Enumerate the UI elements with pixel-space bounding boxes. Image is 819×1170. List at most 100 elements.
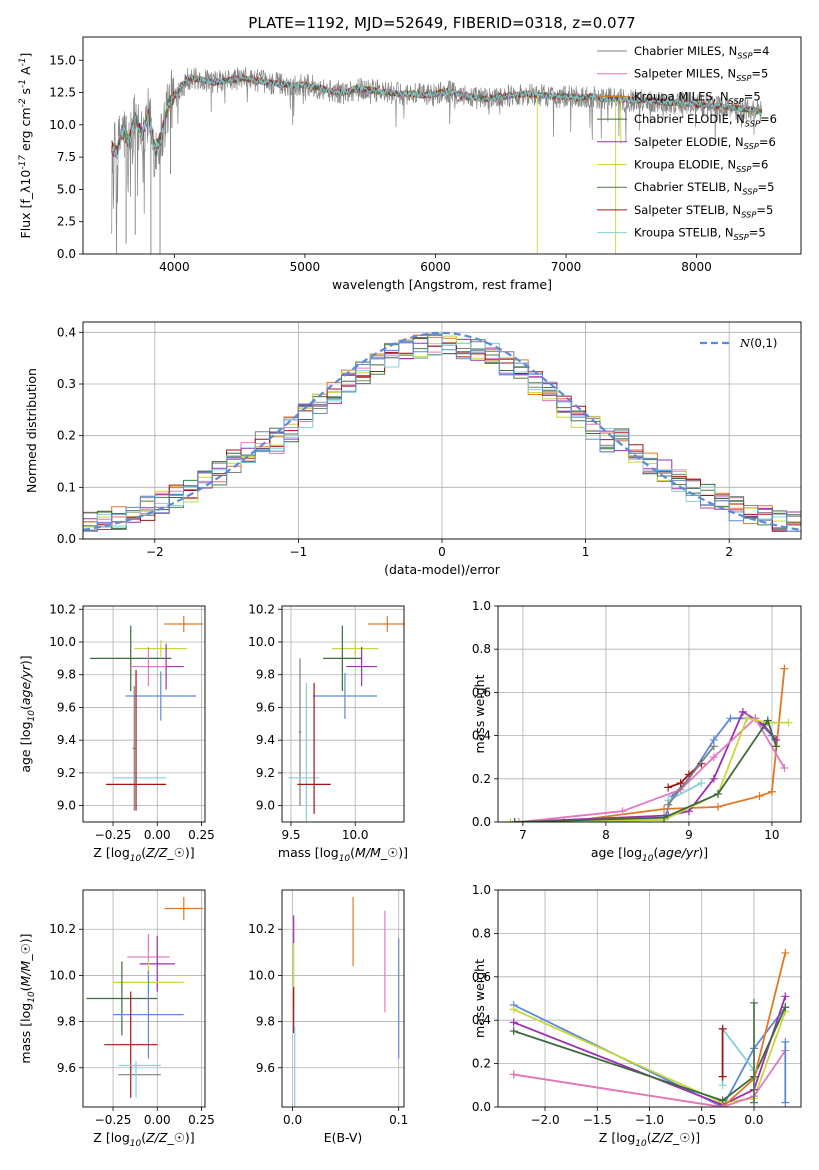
x-axis-label: E(B-V) <box>324 1130 363 1145</box>
chart-mass_vs_EBV: 0.0 0.1 9.6 9.8 10.0 10.2 E(B-V) <box>248 889 408 1145</box>
legend: N(0,1) <box>700 336 777 350</box>
x-tick-label: 0.00 <box>144 828 171 842</box>
series-marker <box>780 664 789 673</box>
y-tick-label: 0.0 <box>472 815 491 829</box>
x-tick-label: 4000 <box>159 260 190 274</box>
errorbar-point <box>130 646 167 687</box>
x-tick-label: −1.0 <box>635 1113 664 1127</box>
legend-entry: N(0,1) <box>739 336 777 350</box>
x-tick-label: −1 <box>290 545 308 559</box>
y-axis-label: Flux [f_λ10-17​ erg cm-2​ s-1​ A-1​] <box>18 53 33 239</box>
series-marker <box>509 1018 518 1027</box>
errorbar-point <box>346 646 378 687</box>
x-axis-label: Z [log10​(Z/Z_☉)] <box>93 845 194 864</box>
series-marker <box>781 992 790 1001</box>
x-tick-label: −2.0 <box>530 1113 559 1127</box>
series-model-1 <box>514 714 789 822</box>
plot-area <box>288 615 404 822</box>
x-axis-label: age [log10​(age/yr)] <box>591 845 708 864</box>
x-tick-label: 0.00 <box>144 1113 171 1127</box>
y-tick-label: 9.8 <box>256 668 275 682</box>
normal-curve <box>83 331 801 531</box>
x-tick-label: −2 <box>146 545 164 559</box>
axes-frame <box>281 605 405 823</box>
x-tick-label: 10 <box>764 828 779 842</box>
axes-frame <box>82 36 802 255</box>
axes-frame <box>82 889 206 1108</box>
x-tick-label: 2 <box>725 545 733 559</box>
series-line <box>510 717 789 822</box>
errorbar-point <box>298 658 302 806</box>
y-tick-label: 10.2 <box>49 602 76 616</box>
y-tick-label: 10.0 <box>49 118 76 132</box>
y-tick-label: 0.2 <box>472 1057 491 1071</box>
series-marker <box>618 807 627 816</box>
x-tick-label: −0.25 <box>95 828 132 842</box>
axes-frame <box>497 889 802 1108</box>
legend-entry: Salpeter ELODIE, NSSP​=6 <box>634 135 776 151</box>
x-axis-label: wavelength [Angstrom, rest frame] <box>332 277 552 292</box>
figure-title: PLATE=1192, MJD=52649, FIBERID=0318, z=0… <box>248 14 635 32</box>
x-tick-label: 0.25 <box>188 828 215 842</box>
series-marker <box>749 1098 758 1107</box>
y-tick-label: 0.4 <box>472 729 491 743</box>
y-tick-label: 9.8 <box>256 1015 275 1029</box>
y-tick-label: 10.0 <box>248 635 275 649</box>
x-tick-label: 0.1 <box>389 1113 408 1127</box>
legend: Chabrier MILES, NSSP​=4 Salpeter MILES, N… <box>597 44 777 242</box>
y-tick-label: 5.0 <box>57 182 76 196</box>
errorbar-point <box>139 936 175 992</box>
y-tick-label: 9.2 <box>256 766 275 780</box>
series-marker <box>664 800 673 809</box>
series-marker <box>718 1024 727 1033</box>
y-tick-label: 2.5 <box>57 215 76 229</box>
x-axis-label: Z [log10​(Z/Z_☉)] <box>93 1130 194 1149</box>
y-tick-label: 9.6 <box>57 1061 76 1075</box>
errorbar-point <box>164 615 204 633</box>
y-tick-label: 10.0 <box>49 968 76 982</box>
y-tick-label: 12.5 <box>49 86 76 100</box>
y-tick-label: 10.0 <box>248 968 275 982</box>
series-model-6 <box>749 998 758 1107</box>
x-tick-label: 5000 <box>290 260 321 274</box>
series-marker <box>780 764 789 772</box>
y-tick-label: 10.2 <box>248 602 275 616</box>
series-marker <box>738 707 747 716</box>
y-tick-label: 9.4 <box>256 733 275 747</box>
x-tick-label: −0.5 <box>687 1113 716 1127</box>
y-tick-label: 0.4 <box>472 1013 491 1027</box>
plot-area <box>293 896 400 1107</box>
legend-entry: Kroupa STELIB, NSSP​=5 <box>634 226 766 242</box>
errorbar-point <box>164 896 204 921</box>
plot-area <box>509 948 790 1107</box>
x-axis-label: (data-model)/error <box>384 562 501 577</box>
y-tick-label: 0.4 <box>57 325 76 339</box>
y-axis-label: mass [log10​(M/M_☉)] <box>18 933 37 1063</box>
y-tick-label: 0.2 <box>57 429 76 443</box>
plot-area <box>83 331 801 539</box>
x-tick-label: 7 <box>519 828 527 842</box>
legend-entry: Salpeter STELIB, NSSP​=5 <box>634 203 773 219</box>
chart-weight_vs_Z: −2.0 −1.5 −1.0 −0.5 0.0 0.0 0.2 0.4 0.6 0.8 1.0 Z [… <box>472 883 802 1149</box>
series-marker <box>509 1005 518 1014</box>
series-marker <box>664 783 673 792</box>
legend-entry: Kroupa ELODIE, NSSP​=6 <box>634 158 768 174</box>
x-tick-label: −0.25 <box>95 1113 132 1127</box>
y-tick-label: 0.8 <box>472 926 491 940</box>
series-marker <box>781 1037 790 1046</box>
series-marker <box>709 753 718 762</box>
chart-residuals: −2 −1 0 1 2 0.0 0.1 0.2 0.3 0.4 (data-model)/error… <box>24 321 802 577</box>
y-tick-label: 9.0 <box>256 799 275 813</box>
y-tick-label: 0.1 <box>57 480 76 494</box>
series-marker <box>763 716 772 725</box>
series-marker <box>726 714 735 723</box>
y-tick-label: 0.6 <box>472 970 491 984</box>
series-model-9 <box>781 1037 790 1107</box>
errorbar-point <box>368 615 404 633</box>
chart-age_vs_mass: 9.5 10.0 9.0 9.2 9.4 9.6 9.8 10.0 10.2 mass [log1… <box>248 602 408 864</box>
y-axis-label: age [log10​(age/yr)] <box>18 655 37 772</box>
x-tick-label: 10.0 <box>342 828 369 842</box>
x-tick-label: 0 <box>438 545 446 559</box>
series-marker <box>718 1072 727 1081</box>
y-tick-label: 9.8 <box>57 1015 76 1029</box>
